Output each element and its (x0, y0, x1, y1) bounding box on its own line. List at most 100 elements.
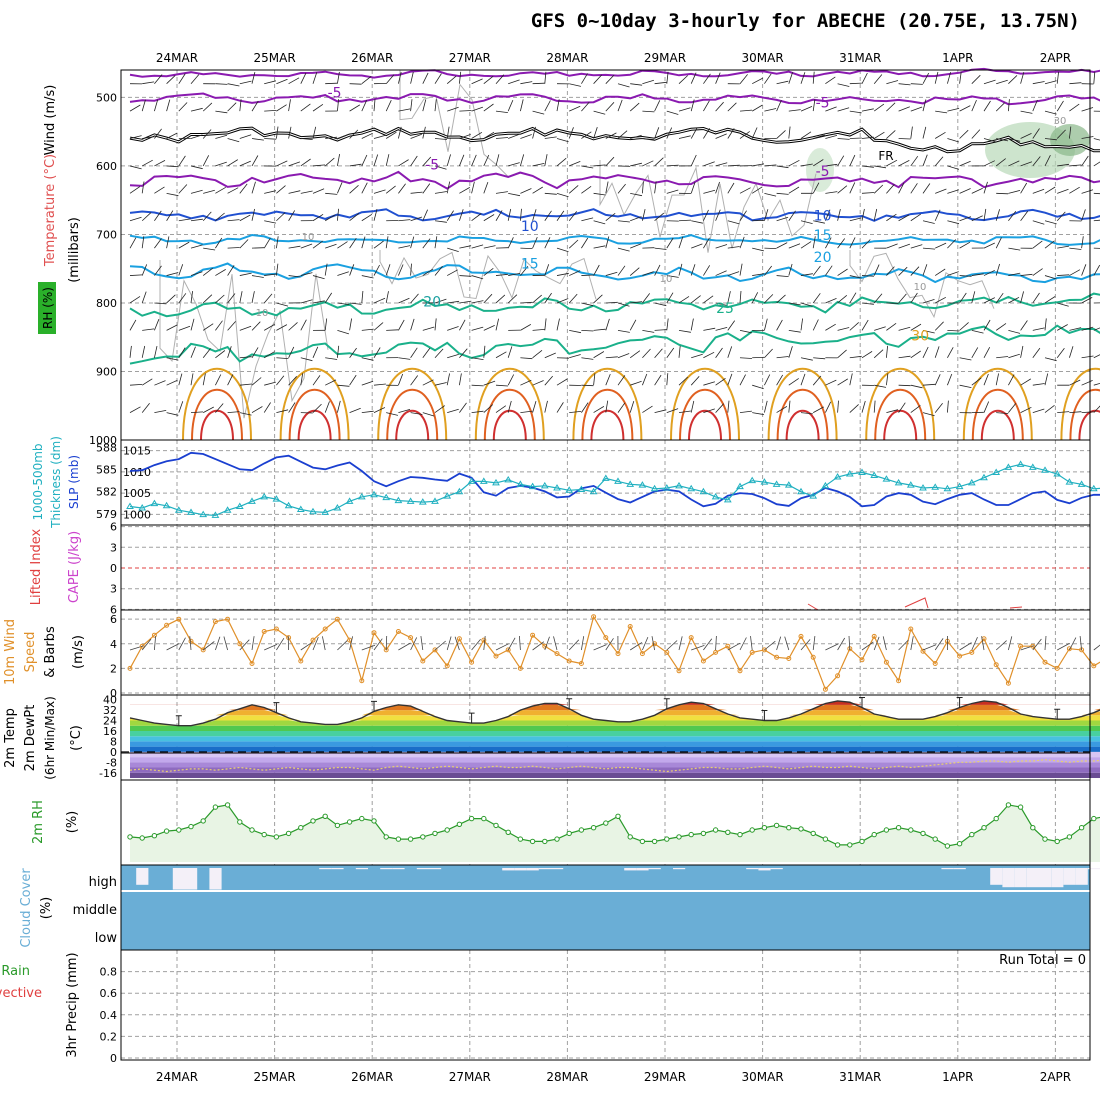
wind-barb (532, 380, 544, 386)
wind-barb (349, 163, 362, 167)
wind-barb (459, 373, 462, 386)
wind-barb (276, 212, 286, 222)
wind-barb (166, 165, 179, 168)
wind-barb (812, 236, 816, 249)
date-label-bottom: 26MAR (351, 1070, 393, 1084)
wind-barb (837, 378, 849, 386)
isotherm-line (129, 92, 1100, 106)
rh-shading (806, 148, 834, 192)
wind-barb (251, 208, 255, 221)
thickness-point (723, 495, 732, 503)
wind-barb (288, 161, 301, 167)
isotherm-label: 10 (814, 209, 832, 225)
wind-speed-point (652, 641, 658, 647)
wind-barb (569, 105, 581, 112)
wind-barb (959, 322, 969, 331)
pressure-tick-label: 900 (96, 365, 117, 378)
wind-barb (764, 400, 768, 413)
temperature-contour (883, 409, 918, 441)
wind-barb (325, 379, 337, 386)
wind-barb (812, 375, 822, 386)
wind-barb (398, 245, 411, 249)
wind-barb (605, 102, 615, 112)
wind-speed-point (603, 635, 609, 641)
wind-barb (678, 135, 691, 139)
wind-barb (264, 110, 277, 112)
wind-barb (141, 99, 146, 112)
wind-barb (349, 212, 360, 222)
wind-barb (1008, 75, 1018, 84)
ylabel-cape: CAPE (J/kg) (67, 531, 82, 603)
wind-speed-point (676, 668, 682, 674)
rh-point (1042, 836, 1048, 842)
wind-speed-point (225, 616, 231, 622)
wind-barb (129, 135, 142, 139)
high-cloud-gap (355, 868, 368, 870)
wind-barb (922, 346, 929, 358)
wind-speed-point (883, 659, 889, 665)
wind-barb (861, 400, 866, 413)
wind-barb (459, 275, 472, 277)
wind-barb (886, 130, 896, 139)
rh-point (420, 834, 426, 840)
wind-barb (800, 412, 813, 415)
wind-barb (605, 132, 617, 139)
wind-barb (581, 165, 594, 169)
temperature-contour (483, 388, 536, 441)
wind-barb (837, 400, 839, 413)
wind-barb (373, 99, 376, 112)
wind-barb (154, 319, 160, 331)
wind-speed-point (530, 632, 536, 638)
thickness-point (760, 478, 769, 485)
rh-point (273, 834, 280, 840)
wind-barb (532, 186, 544, 194)
wind-barb (617, 83, 630, 88)
ylabel-wind-10m: 10m Wind (3, 619, 18, 685)
wind-barb (678, 296, 690, 304)
wind-barb (422, 347, 431, 359)
pressure-tick-label: 600 (96, 160, 117, 173)
wind-barb (483, 404, 493, 413)
isotherm-line (129, 262, 1100, 284)
rh-point (1091, 815, 1097, 822)
wind-barb (276, 104, 287, 112)
date-label-top: 31MAR (839, 51, 881, 65)
wind-barb (1081, 209, 1086, 221)
wind-barb (300, 373, 304, 386)
wind-barb (239, 383, 252, 386)
wind-barb (1057, 274, 1070, 276)
wind-barb (1032, 292, 1040, 304)
wind-speed-point (591, 614, 597, 620)
wind-barb (300, 103, 311, 112)
wind-barb (398, 108, 411, 112)
wind-barb (642, 329, 655, 333)
wind-tick-label: 4 (110, 638, 117, 651)
temperature-band (130, 715, 1100, 721)
wind-barb (532, 163, 545, 167)
ylabel-wind: Wind (m/s) (43, 85, 58, 156)
rh-point (676, 834, 682, 840)
wind-barb (239, 160, 251, 167)
rh-point (664, 836, 670, 842)
wind-barb (422, 72, 429, 84)
surface-wind-barb (1008, 636, 1013, 651)
wind-barb (471, 275, 484, 280)
wind-barb (1044, 220, 1057, 225)
wind-barb (934, 402, 943, 413)
wind-barb (544, 210, 552, 221)
wind-barb (264, 80, 276, 85)
wind-barb (471, 181, 475, 194)
temperature-contour (572, 367, 643, 441)
temperature-band (130, 731, 1100, 737)
wind-barb (227, 187, 239, 194)
wind-barb (495, 210, 503, 221)
wind-barb (178, 102, 188, 112)
wind-barb (788, 263, 793, 276)
wind-barb (947, 108, 960, 112)
panel-frame (120, 949, 1091, 1061)
wind-barb (959, 275, 972, 277)
rh-point (883, 827, 890, 833)
wind-barb (947, 138, 960, 143)
thickness-point (309, 507, 317, 515)
date-label-bottom: 29MAR (644, 1070, 686, 1084)
